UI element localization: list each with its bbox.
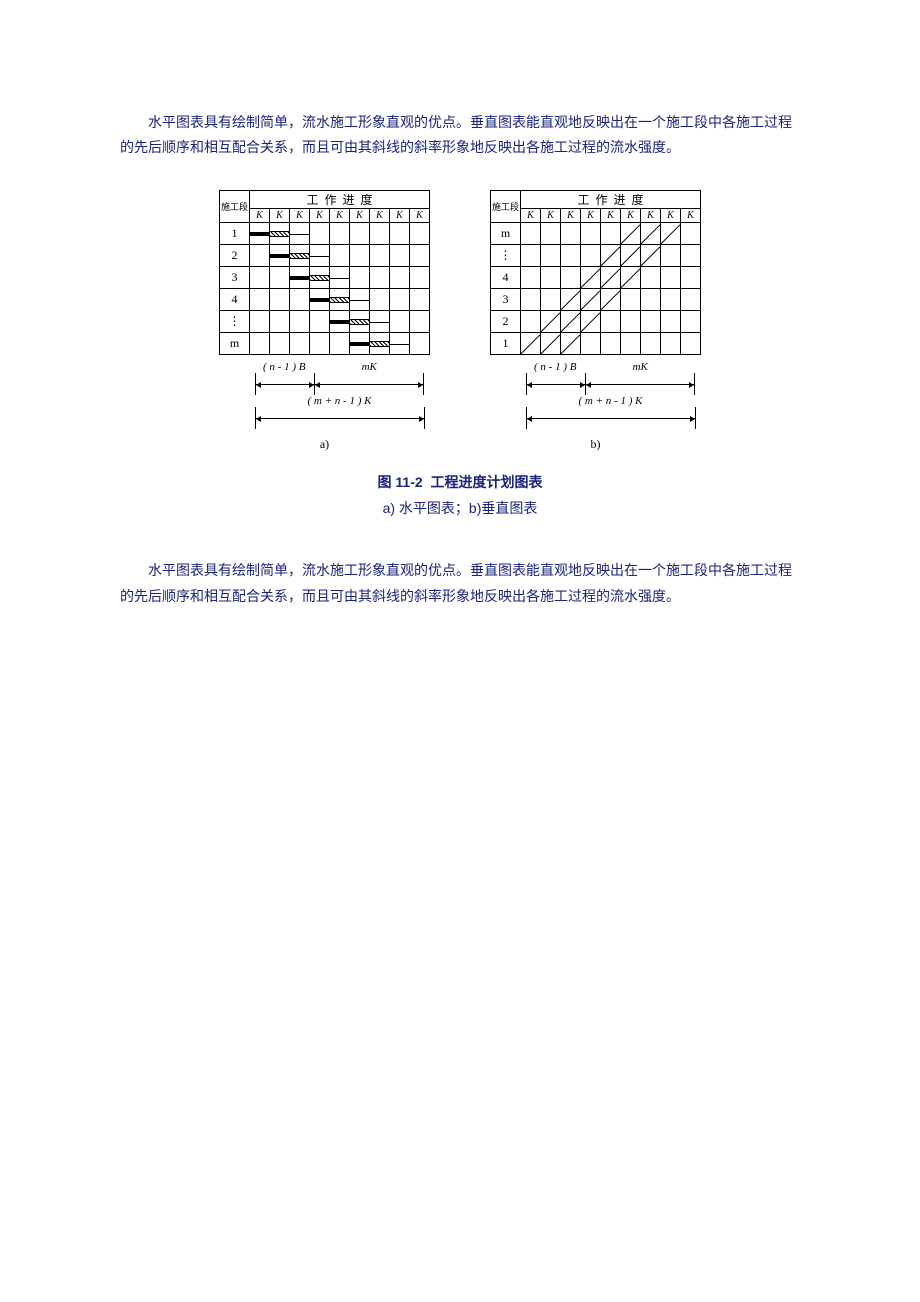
paragraph-1: 水平图表具有绘制简单，流水施工形象直观的优点。垂直图表能直观地反映出在一个施工段…: [120, 110, 800, 160]
chart-b-group-head: 工作进度: [521, 191, 701, 209]
paragraph-2: 水平图表具有绘制简单，流水施工形象直观的优点。垂直图表能直观地反映出在一个施工段…: [120, 558, 800, 608]
figure-b: 施工段 工作进度 K K K K K K K K K m ⋮ 4 3: [490, 190, 701, 452]
table-row: 1: [491, 333, 701, 355]
figure-subcaption: a) 水平图表；b)垂直图表: [120, 498, 800, 518]
table-row: 4: [491, 267, 701, 289]
page-content: 水平图表具有绘制简单，流水施工形象直观的优点。垂直图表能直观地反映出在一个施工段…: [0, 0, 920, 609]
figures-row: 施工段 工作进度 K K K K K K K K K 1 2 3 4: [120, 190, 800, 452]
table-row: 2: [491, 311, 701, 333]
table-row: 4: [220, 289, 430, 311]
table-row: 3: [220, 267, 430, 289]
table-row: ⋮: [491, 245, 701, 267]
chart-b-table: 施工段 工作进度 K K K K K K K K K m ⋮ 4 3: [490, 190, 701, 355]
figure-a: 施工段 工作进度 K K K K K K K K K 1 2 3 4: [219, 190, 430, 452]
table-row: 1: [220, 223, 430, 245]
chart-a-dimensions: ( n - 1 ) BmK ( m + n - 1 ) K: [225, 361, 425, 429]
table-row: m: [491, 223, 701, 245]
chart-b-col-headers: K K K K K K K K K: [491, 209, 701, 223]
chart-a-group-head: 工作进度: [250, 191, 430, 209]
table-row: 2: [220, 245, 430, 267]
table-row: 3: [491, 289, 701, 311]
chart-a-col-headers: K K K K K K K K K: [220, 209, 430, 223]
table-row: m: [220, 333, 430, 355]
figure-caption: 图 11-2 工程进度计划图表: [120, 472, 800, 492]
chart-a-table: 施工段 工作进度 K K K K K K K K K 1 2 3 4: [219, 190, 430, 355]
chart-b-sublabel: b): [591, 437, 601, 452]
chart-a-corner: 施工段: [220, 191, 250, 223]
chart-b-corner: 施工段: [491, 191, 521, 223]
chart-a-sublabel: a): [320, 437, 329, 452]
chart-b-dimensions: ( n - 1 ) BmK ( m + n - 1 ) K: [496, 361, 696, 429]
table-row: ⋮: [220, 311, 430, 333]
